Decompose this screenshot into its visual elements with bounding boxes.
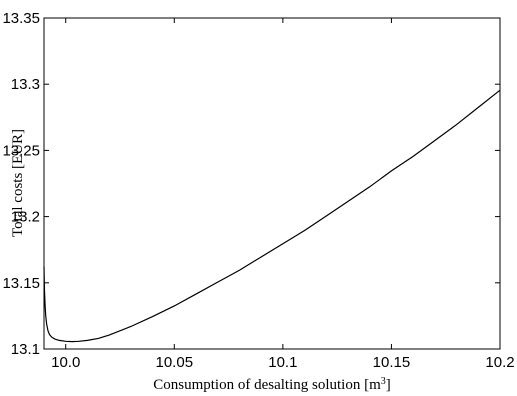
y-tick-label: 13.15	[2, 275, 40, 292]
x-tick-label: 10.15	[373, 354, 411, 371]
x-tick-label: 10.2	[485, 354, 514, 371]
plot-area	[43, 17, 501, 350]
x-tick-label: 10.05	[156, 354, 194, 371]
tick-labels-layer: 10.0 10.05 10.1 10.15 10.2 13.1 13.15 13.2 13.25…	[2, 10, 514, 371]
x-tick-label: 10.1	[268, 354, 297, 371]
y-tick-label: 13.35	[2, 10, 40, 27]
x-axis-title: Consumption of desalting solution [m3]	[153, 376, 391, 394]
y-tick-label: 13.1	[11, 341, 40, 358]
ticks-layer	[44, 17, 501, 350]
x-axis-title-main: Consumption of desalting solution [m	[153, 377, 381, 393]
y-tick-label: 13.2	[11, 209, 40, 226]
series-line	[43, 89, 501, 343]
x-axis-title-superscript: 3	[381, 376, 386, 387]
x-tick-label: 10.0	[51, 354, 80, 371]
x-axis-title-suffix: ]	[386, 377, 391, 393]
y-tick-label: 13.25	[2, 142, 40, 159]
y-tick-label: 13.3	[11, 76, 40, 93]
y-axis-title: Total costs [EUR]	[10, 129, 26, 237]
